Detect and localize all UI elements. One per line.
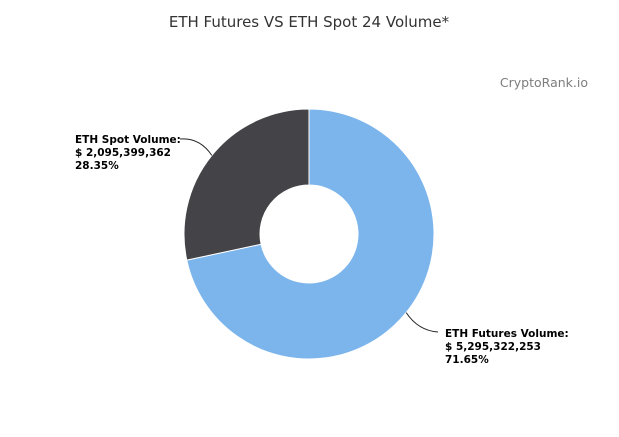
- slice-spot[interactable]: [183, 108, 310, 261]
- label-spot-value: $ 2,095,399,362: [75, 147, 171, 159]
- watermark-credit: CryptoRank.io: [500, 75, 588, 90]
- label-futures: ETH Futures Volume: $ 5,295,322,253 71.6…: [445, 328, 572, 366]
- connector-futures: [405, 312, 439, 333]
- label-futures-value: $ 5,295,322,253: [445, 341, 541, 353]
- label-spot: ETH Spot Volume: $ 2,095,399,362 28.35%: [75, 134, 185, 172]
- label-spot-percent: 28.35%: [75, 160, 119, 172]
- label-spot-name: ETH Spot Volume:: [75, 134, 181, 146]
- donut-slices: [183, 108, 435, 360]
- label-futures-percent: 71.65%: [445, 354, 489, 366]
- chart-title: ETH Futures VS ETH Spot 24 Volume*: [169, 13, 450, 31]
- label-futures-name: ETH Futures Volume:: [445, 328, 569, 340]
- slice-futures[interactable]: [186, 108, 435, 360]
- connector-spot: [179, 138, 213, 156]
